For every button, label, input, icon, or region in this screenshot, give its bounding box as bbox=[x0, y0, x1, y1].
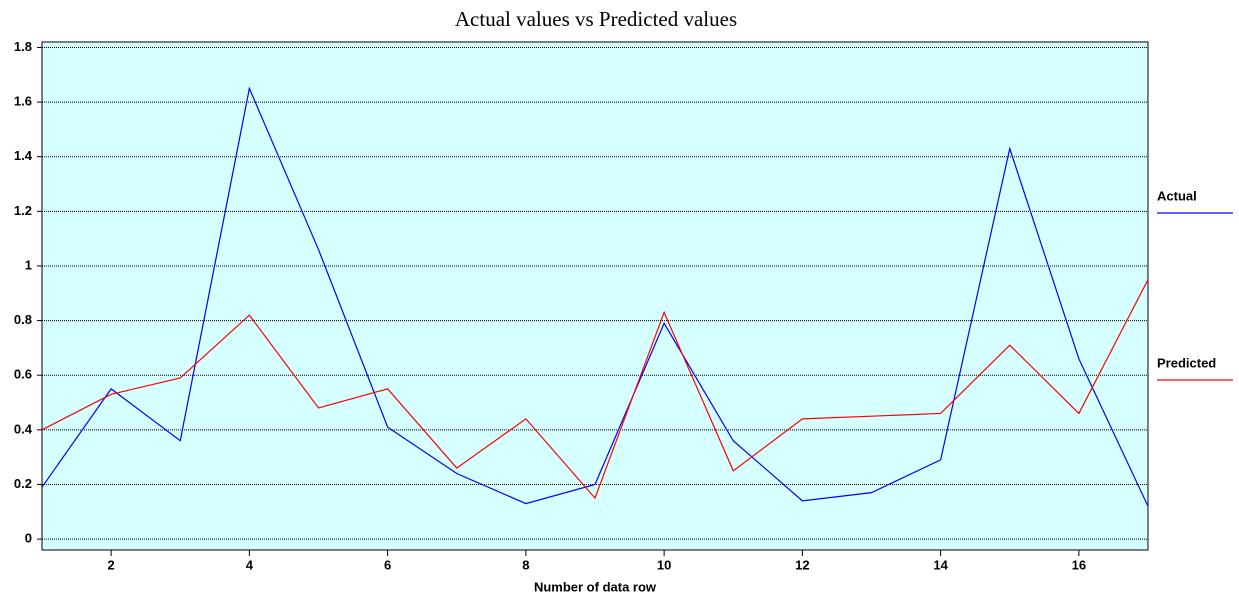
y-tick-label: 1.2 bbox=[14, 203, 32, 218]
x-axis-label: Number of data row bbox=[534, 579, 657, 594]
plot-area bbox=[41, 41, 1149, 551]
x-tick-label: 6 bbox=[384, 557, 391, 572]
y-tick-label: 1.6 bbox=[14, 94, 32, 109]
x-tick-label: 4 bbox=[246, 557, 254, 572]
x-tick-label: 12 bbox=[795, 557, 809, 572]
y-tick-label: 0.6 bbox=[14, 367, 32, 382]
series-line bbox=[41, 279, 1149, 500]
series-line bbox=[41, 86, 1149, 507]
y-tick-label: 0.4 bbox=[14, 421, 33, 436]
x-tick-label: 14 bbox=[933, 557, 948, 572]
x-tick-label: 2 bbox=[108, 557, 115, 572]
legend-label: Predicted bbox=[1157, 355, 1216, 370]
x-tick-label: 8 bbox=[522, 557, 529, 572]
y-tick-label: 0.2 bbox=[14, 476, 32, 491]
x-tick-label: 10 bbox=[657, 557, 671, 572]
x-tick-label: 16 bbox=[1072, 557, 1086, 572]
legend-label: Actual bbox=[1157, 188, 1197, 203]
y-tick-label: 1 bbox=[25, 257, 32, 272]
chart-title: Actual values vs Predicted values bbox=[455, 7, 737, 31]
y-tick-label: 0.8 bbox=[14, 312, 32, 327]
y-tick-label: 1.4 bbox=[14, 148, 33, 163]
y-tick-label: 1.8 bbox=[14, 39, 32, 54]
y-tick-label: 0 bbox=[25, 531, 32, 546]
